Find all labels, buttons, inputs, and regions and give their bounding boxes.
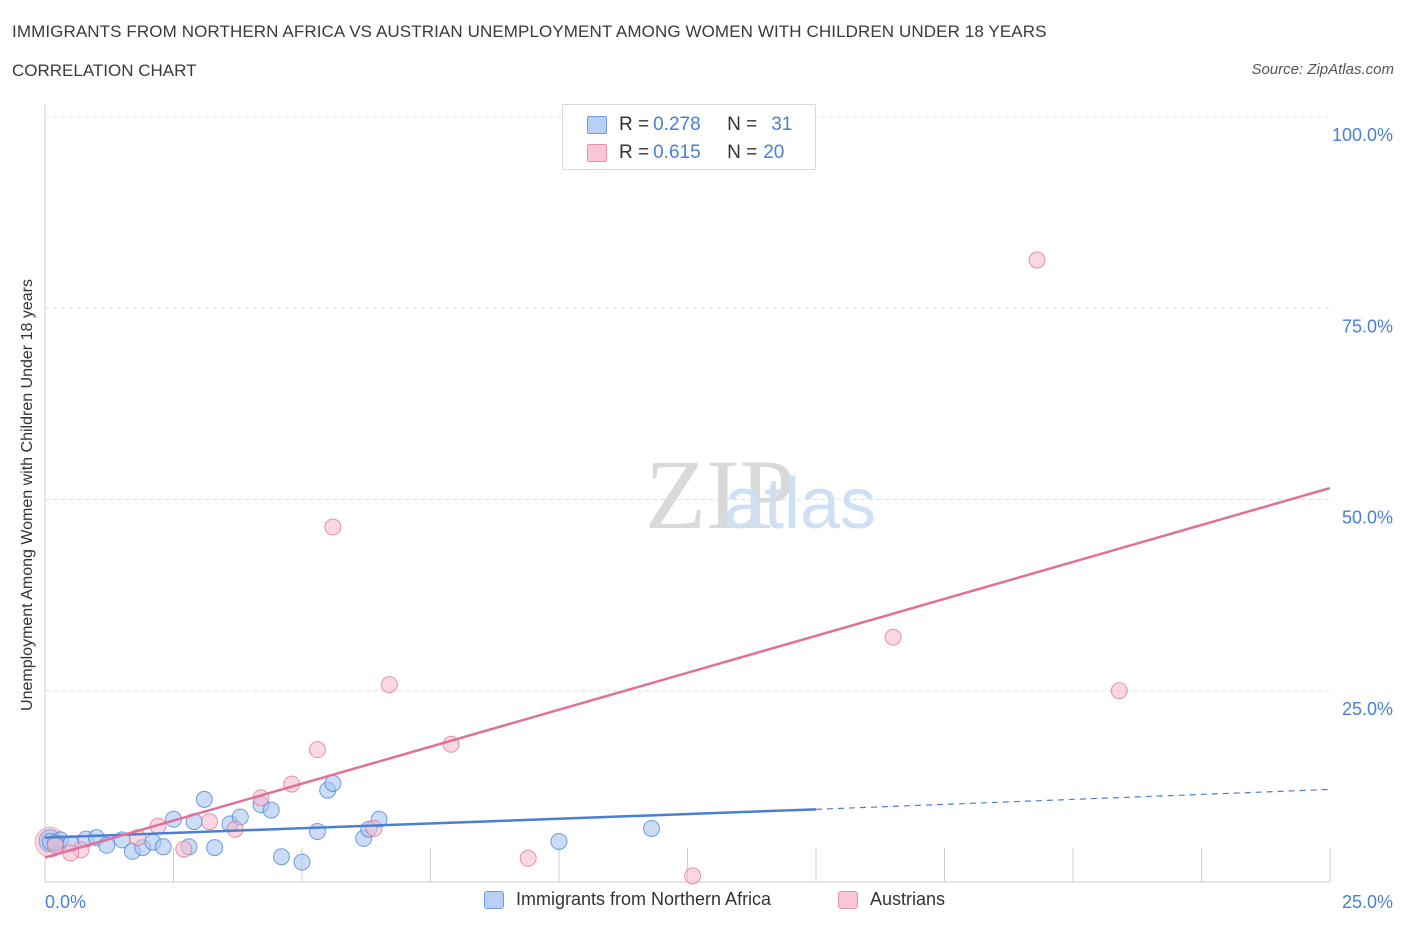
trend-line-immigrants (44, 808, 817, 839)
data-point-austrians (46, 836, 64, 854)
data-point-austrians (519, 849, 537, 867)
tick-label-layer: 25.0% 50.0% 75.0% 100.0% 0.0% 25.0% (45, 125, 1393, 912)
data-point-austrians (684, 867, 702, 885)
legend-swatch-blue (484, 890, 504, 909)
legend-n-label: N = (727, 114, 758, 135)
data-point-austrians (884, 628, 902, 646)
data-point-immigrants (550, 832, 568, 850)
trend-layer (44, 486, 1331, 859)
data-point-austrians (1028, 251, 1046, 269)
data-point-immigrants (154, 838, 172, 856)
chart-title: IMMIGRANTS FROM NORTHERN AFRICA VS AUSTR… (12, 22, 1047, 41)
data-point-immigrants (308, 823, 326, 841)
grid-layer (45, 116, 1330, 692)
legend-row-immigrants: R = 0.278 N = 31 (587, 114, 792, 136)
data-point-immigrants (643, 819, 661, 837)
legend-item-immigrants[interactable]: Immigrants from Northern Africa (484, 889, 771, 910)
data-point-austrians (365, 819, 383, 837)
correlation-legend: R = 0.278 N = 31 R = 0.615 N = 20 (562, 104, 816, 170)
x-tick-label: 25.0% (1342, 892, 1393, 912)
data-point-immigrants (195, 790, 213, 808)
trend-line-immigrants-extension (815, 788, 1331, 810)
source-label: Source: ZipAtlas.com (1251, 61, 1394, 78)
y-tick-label: 75.0% (1342, 316, 1393, 336)
y-tick-label: 25.0% (1342, 699, 1393, 719)
legend-row-austrians: R = 0.615 N = 20 (587, 142, 784, 164)
legend-n-label: N = (727, 142, 758, 163)
watermark-atlas: atlas (724, 464, 876, 544)
data-point-austrians (1110, 682, 1128, 700)
data-point-immigrants (324, 774, 342, 792)
legend-r-value: 0.278 (653, 114, 701, 135)
legend-r-value: 0.615 (653, 142, 701, 163)
legend-label-immigrants: Immigrants from Northern Africa (516, 889, 772, 909)
data-point-immigrants (272, 848, 290, 866)
y-tick-label: 100.0% (1332, 125, 1393, 145)
x-tick-label: 0.0% (45, 892, 86, 912)
series-legend: Immigrants from Northern Africa Austrian… (0, 889, 1406, 915)
legend-label-austrians: Austrians (870, 889, 946, 909)
data-point-immigrants (293, 853, 311, 871)
legend-r-label: R = (619, 114, 650, 135)
legend-n-value: 20 (763, 142, 785, 163)
y-tick-label: 50.0% (1342, 508, 1393, 528)
chart-subtitle: CORRELATION CHART (12, 61, 197, 80)
data-point-austrians (308, 741, 326, 759)
data-point-immigrants (206, 839, 224, 857)
legend-item-austrians[interactable]: Austrians (838, 889, 945, 910)
points-layer (34, 251, 1128, 885)
data-point-immigrants (262, 801, 280, 819)
legend-swatch-blue (587, 116, 607, 134)
legend-swatch-pink (587, 144, 607, 162)
data-point-austrians (200, 813, 218, 831)
watermark-zip: ZIP (645, 439, 795, 550)
legend-n-value: 31 (771, 114, 793, 135)
data-point-austrians (380, 676, 398, 694)
trend-line-austrians (44, 486, 1331, 859)
legend-swatch-pink (838, 890, 858, 909)
data-point-austrians (175, 840, 193, 858)
legend-r-label: R = (619, 142, 650, 163)
data-point-austrians (324, 518, 342, 536)
